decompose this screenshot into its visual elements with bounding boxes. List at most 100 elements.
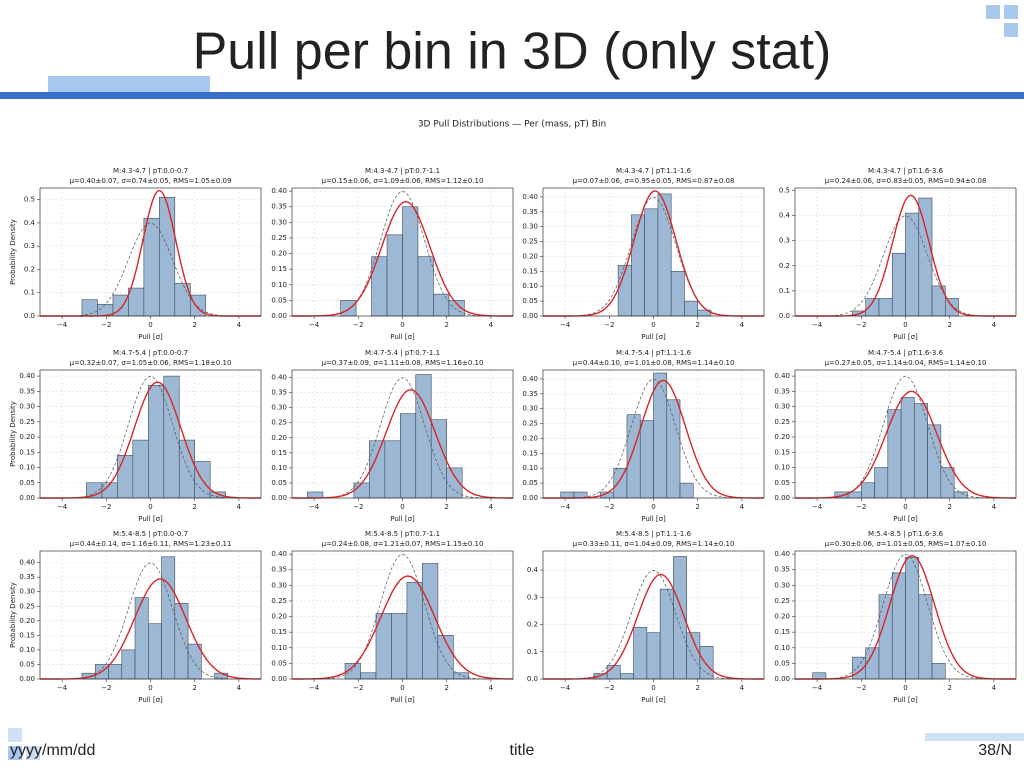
- y-tick-label: 0.30: [271, 581, 287, 589]
- x-tick-label: −2: [604, 684, 614, 692]
- histogram-bar: [812, 672, 827, 680]
- y-tick-label: 0.35: [19, 387, 35, 395]
- chart-title: M:4.3-4.7 | pT:0.0-0.7: [113, 167, 188, 175]
- corner-square: [986, 5, 1000, 19]
- x-tick-label: 0: [903, 503, 907, 511]
- x-axis-label: Pull [σ]: [641, 333, 666, 341]
- figure-title: 3D Pull Distributions — Per (mass, pT) B…: [418, 120, 606, 130]
- histogram-bar: [860, 482, 875, 499]
- x-tick-label: 0: [148, 321, 152, 329]
- x-tick-label: −4: [57, 503, 68, 511]
- x-tick-label: 4: [740, 684, 745, 692]
- x-tick-label: −4: [560, 503, 571, 511]
- fit-curve: [40, 578, 262, 680]
- x-tick-label: −4: [560, 684, 571, 692]
- y-tick-label: 0.30: [522, 405, 538, 413]
- histogram-bar: [415, 374, 432, 499]
- y-tick-label: 0.15: [271, 628, 287, 636]
- histogram-bar: [914, 403, 928, 499]
- y-tick-label: 0.40: [522, 193, 538, 201]
- x-tick-label: −2: [604, 503, 614, 511]
- y-tick-label: 0.00: [774, 494, 790, 502]
- histogram-bar: [684, 300, 699, 317]
- histogram-bar: [931, 663, 946, 680]
- histogram-bar: [371, 256, 388, 317]
- histogram-bar: [878, 594, 893, 680]
- histogram-bar: [631, 214, 645, 317]
- x-tick-label: 2: [192, 503, 196, 511]
- chart-title: M:5.4-8.5 | pT:1.1-1.6: [616, 530, 692, 538]
- y-tick-label: 0.25: [19, 602, 35, 610]
- fit-curve: [292, 201, 513, 317]
- x-tick-label: 2: [444, 684, 448, 692]
- histogram-bar: [134, 597, 149, 680]
- axes-frame: [39, 187, 262, 317]
- x-tick-label: −2: [101, 684, 111, 692]
- histogram-bar: [121, 649, 136, 680]
- x-tick-label: 0: [651, 684, 655, 692]
- histogram-bar: [391, 613, 408, 680]
- corner-square: [1004, 23, 1018, 37]
- y-tick-label: 0.20: [522, 252, 538, 260]
- y-tick-label: 0.40: [522, 375, 538, 383]
- y-tick-label: 0.3: [779, 237, 790, 245]
- y-tick-label: 0.40: [271, 550, 287, 558]
- corner-square: [8, 746, 22, 760]
- histogram-bar: [878, 298, 893, 317]
- histogram-bar: [81, 299, 98, 317]
- histogram-bar: [453, 672, 470, 680]
- x-tick-label: −2: [101, 503, 111, 511]
- y-tick-label: 0.30: [774, 403, 790, 411]
- x-axis-label: Pull [σ]: [893, 696, 918, 704]
- y-tick-label: 0.00: [774, 675, 790, 683]
- y-tick-label: 0.15: [271, 449, 287, 457]
- y-tick-label: 0.4: [527, 566, 539, 574]
- x-tick-label: 4: [237, 684, 242, 692]
- x-tick-label: 0: [400, 684, 404, 692]
- y-tick-label: 0.20: [19, 617, 35, 625]
- histogram-bar: [874, 467, 889, 499]
- histogram-bar: [128, 287, 145, 317]
- chart-subtitle: μ=0.27±0.05, σ=1.14±0.04, RMS=1.14±0.10: [825, 359, 987, 367]
- x-axis-label: Pull [σ]: [893, 515, 918, 523]
- y-tick-label: 0.00: [271, 494, 287, 502]
- histogram-bar: [560, 491, 575, 499]
- chart-subtitle: μ=0.07±0.06, σ=0.95±0.05, RMS=0.87±0.08: [573, 177, 735, 185]
- histogram-bar: [178, 439, 195, 499]
- y-tick-label: 0.10: [774, 644, 790, 652]
- y-tick-label: 0.15: [19, 631, 35, 639]
- histogram-bar: [360, 672, 377, 680]
- x-tick-label: −4: [812, 503, 823, 511]
- x-axis-label: Pull [σ]: [390, 515, 415, 523]
- chart-subtitle: μ=0.44±0.14, σ=1.16±0.11, RMS=1.23±0.11: [70, 540, 232, 548]
- x-tick-label: −4: [812, 321, 823, 329]
- x-tick-label: 0: [400, 503, 404, 511]
- title-accent: [48, 76, 210, 93]
- chart-title: M:4.3-4.7 | pT:1.1-1.6: [616, 167, 692, 175]
- x-tick-label: −2: [353, 503, 363, 511]
- histogram-bar: [679, 482, 694, 499]
- x-tick-label: −4: [309, 684, 320, 692]
- histogram-bar: [406, 581, 423, 680]
- x-tick-label: −2: [353, 321, 363, 329]
- y-tick-label: 0.25: [522, 238, 538, 246]
- axes-frame: [291, 550, 514, 680]
- histogram-bar: [307, 491, 324, 499]
- x-axis-label: Pull [σ]: [390, 696, 415, 704]
- y-tick-label: 0.10: [271, 464, 287, 472]
- y-tick-label: 0.00: [522, 494, 538, 502]
- y-axis-label: Probability Density: [9, 401, 17, 467]
- histogram-bar: [918, 197, 933, 317]
- y-tick-label: 0.10: [271, 281, 287, 289]
- footer-date: yyyy/mm/dd: [10, 742, 95, 759]
- fit-curve: [795, 390, 1016, 499]
- histogram-bar: [369, 440, 386, 499]
- y-tick-label: 0.15: [522, 267, 538, 275]
- chart-title: M:4.7-5.4 | pT:0.0-0.7: [113, 349, 188, 357]
- x-tick-label: −2: [353, 684, 363, 692]
- y-tick-label: 0.0: [779, 312, 790, 320]
- histogram-bar: [384, 440, 401, 499]
- histogram-bar: [944, 298, 959, 317]
- y-tick-label: 0.10: [774, 464, 790, 472]
